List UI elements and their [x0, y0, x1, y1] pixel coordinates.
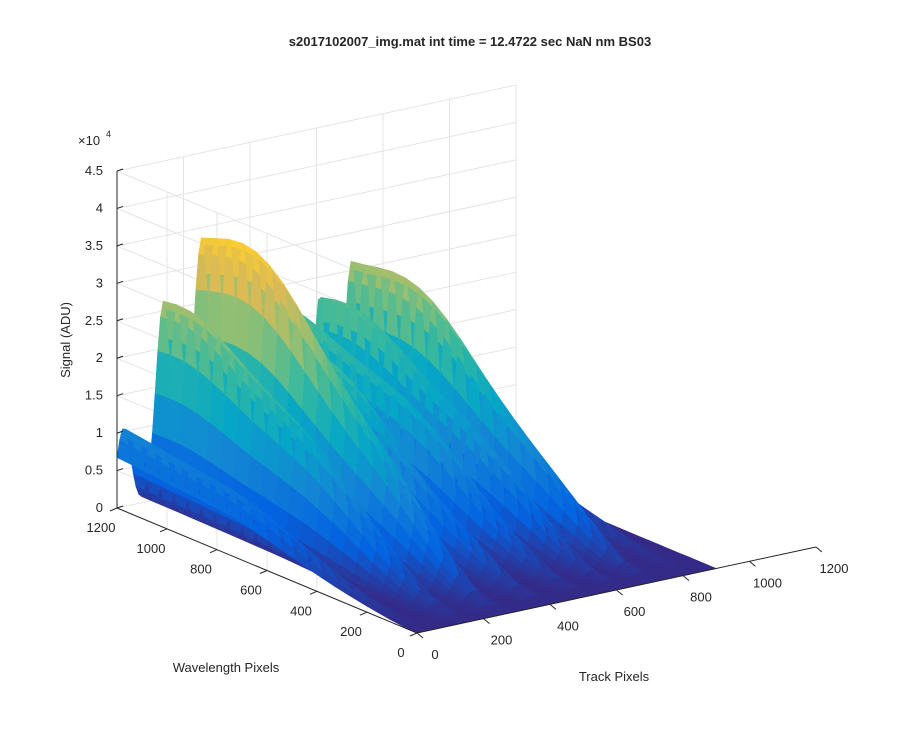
- y-tick-label: 1000: [137, 541, 166, 556]
- z-tick-label: 0: [96, 500, 103, 515]
- z-tick-label: 4: [96, 200, 103, 215]
- x-tick-label: 200: [491, 633, 513, 648]
- z-exponent-power: 4: [106, 129, 111, 139]
- x-tick-label: 1000: [753, 575, 782, 590]
- back-wall-right: [514, 54, 817, 547]
- z-tick-label: 3: [96, 275, 103, 290]
- chart-title: s2017102007_img.mat int time = 12.4722 s…: [289, 34, 651, 49]
- y-tick-mark: [109, 507, 118, 512]
- y-tick-mark: [409, 632, 418, 637]
- x-tick-mark: [416, 632, 424, 639]
- y-tick-label: 800: [190, 562, 212, 577]
- z-axis-label: Signal (ADU): [58, 302, 73, 378]
- y-tick-mark: [309, 590, 318, 595]
- x-tick-mark: [815, 546, 823, 553]
- z-tick-label: 2.5: [85, 313, 103, 328]
- x-tick-mark: [682, 575, 690, 582]
- x-tick-mark: [616, 589, 623, 596]
- x-tick-label: 400: [557, 618, 579, 633]
- x-tick-label: 600: [624, 604, 646, 619]
- x-tick-label: 800: [690, 590, 712, 605]
- y-tick-label: 0: [397, 645, 404, 660]
- y-tick-mark: [359, 611, 368, 616]
- z-tick-mark: [116, 205, 124, 209]
- y-tick-label: 1200: [87, 520, 116, 535]
- y-tick-label: 600: [240, 583, 262, 598]
- x-axis-label: Track Pixels: [579, 669, 650, 684]
- z-tick-label: 4.5: [85, 163, 103, 178]
- z-tick-label: 1.5: [85, 388, 103, 403]
- z-tick-label: 2: [96, 350, 103, 365]
- z-tick-mark: [116, 430, 124, 434]
- z-tick-label: 1: [96, 425, 103, 440]
- tick-labels: 0200400600800100012000200400600800100012…: [85, 163, 849, 662]
- y-tick-mark: [259, 570, 268, 574]
- surface-plot: [116, 237, 718, 634]
- z-tick-mark: [116, 280, 124, 284]
- x-tick-mark: [749, 560, 756, 567]
- z-tick-mark: [116, 468, 124, 472]
- x-tick-mark: [549, 603, 557, 610]
- z-tick-mark: [116, 505, 124, 509]
- z-tick-label: 0.5: [85, 463, 103, 478]
- y-tick-mark: [209, 549, 218, 554]
- y-axis-label: Wavelength Pixels: [173, 660, 280, 675]
- x-tick-label: 1200: [820, 561, 849, 576]
- x-tick-label: 0: [431, 647, 438, 662]
- z-exponent-base: ×10: [78, 133, 100, 148]
- x-tick-mark: [483, 618, 490, 625]
- z-tick-mark: [116, 355, 124, 359]
- z-tick-mark: [116, 318, 124, 322]
- z-exponent: ×10 4: [78, 129, 111, 148]
- z-tick-mark: [116, 393, 124, 397]
- z-tick-label: 3.5: [85, 238, 103, 253]
- y-tick-mark: [159, 528, 168, 533]
- y-tick-label: 200: [340, 624, 362, 639]
- y-tick-label: 400: [290, 603, 312, 618]
- z-tick-mark: [116, 168, 124, 172]
- z-tick-mark: [116, 243, 124, 247]
